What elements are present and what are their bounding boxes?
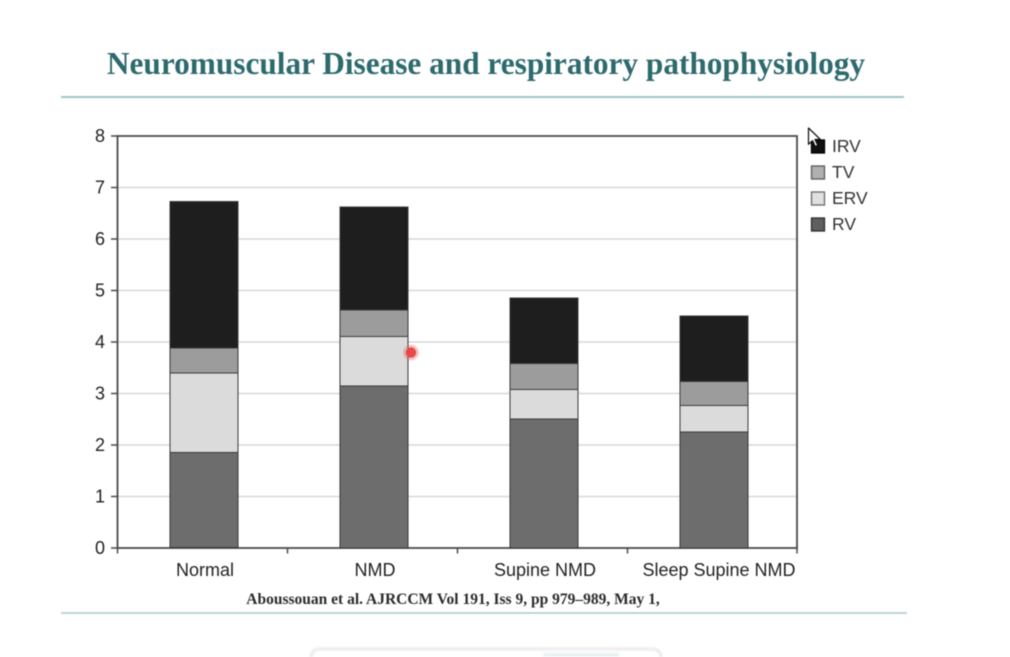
svg-text:Normal: Normal	[176, 560, 234, 580]
svg-text:6: 6	[95, 229, 105, 249]
svg-text:Supine NMD: Supine NMD	[494, 560, 596, 580]
svg-text:Aboussouan et al. AJRCCM Vol 1: Aboussouan et al. AJRCCM Vol 191, Iss 9,…	[246, 591, 660, 608]
svg-text:RV: RV	[832, 214, 856, 234]
svg-text:7: 7	[95, 178, 105, 198]
svg-text:ERV: ERV	[832, 188, 868, 208]
svg-text:3: 3	[95, 384, 105, 404]
svg-text:Sleep Supine NMD: Sleep Supine NMD	[642, 560, 795, 580]
svg-text:NMD: NMD	[355, 560, 396, 580]
svg-text:0: 0	[95, 538, 105, 558]
svg-text:2: 2	[95, 435, 105, 455]
svg-text:IRV: IRV	[832, 136, 861, 156]
svg-text:TV: TV	[832, 162, 855, 182]
svg-text:Neuromuscular Disease and resp: Neuromuscular Disease and respiratory pa…	[107, 46, 865, 81]
svg-text:1: 1	[95, 487, 105, 507]
svg-text:8: 8	[95, 126, 105, 146]
svg-text:4: 4	[95, 332, 105, 352]
svg-text:5: 5	[95, 281, 105, 301]
